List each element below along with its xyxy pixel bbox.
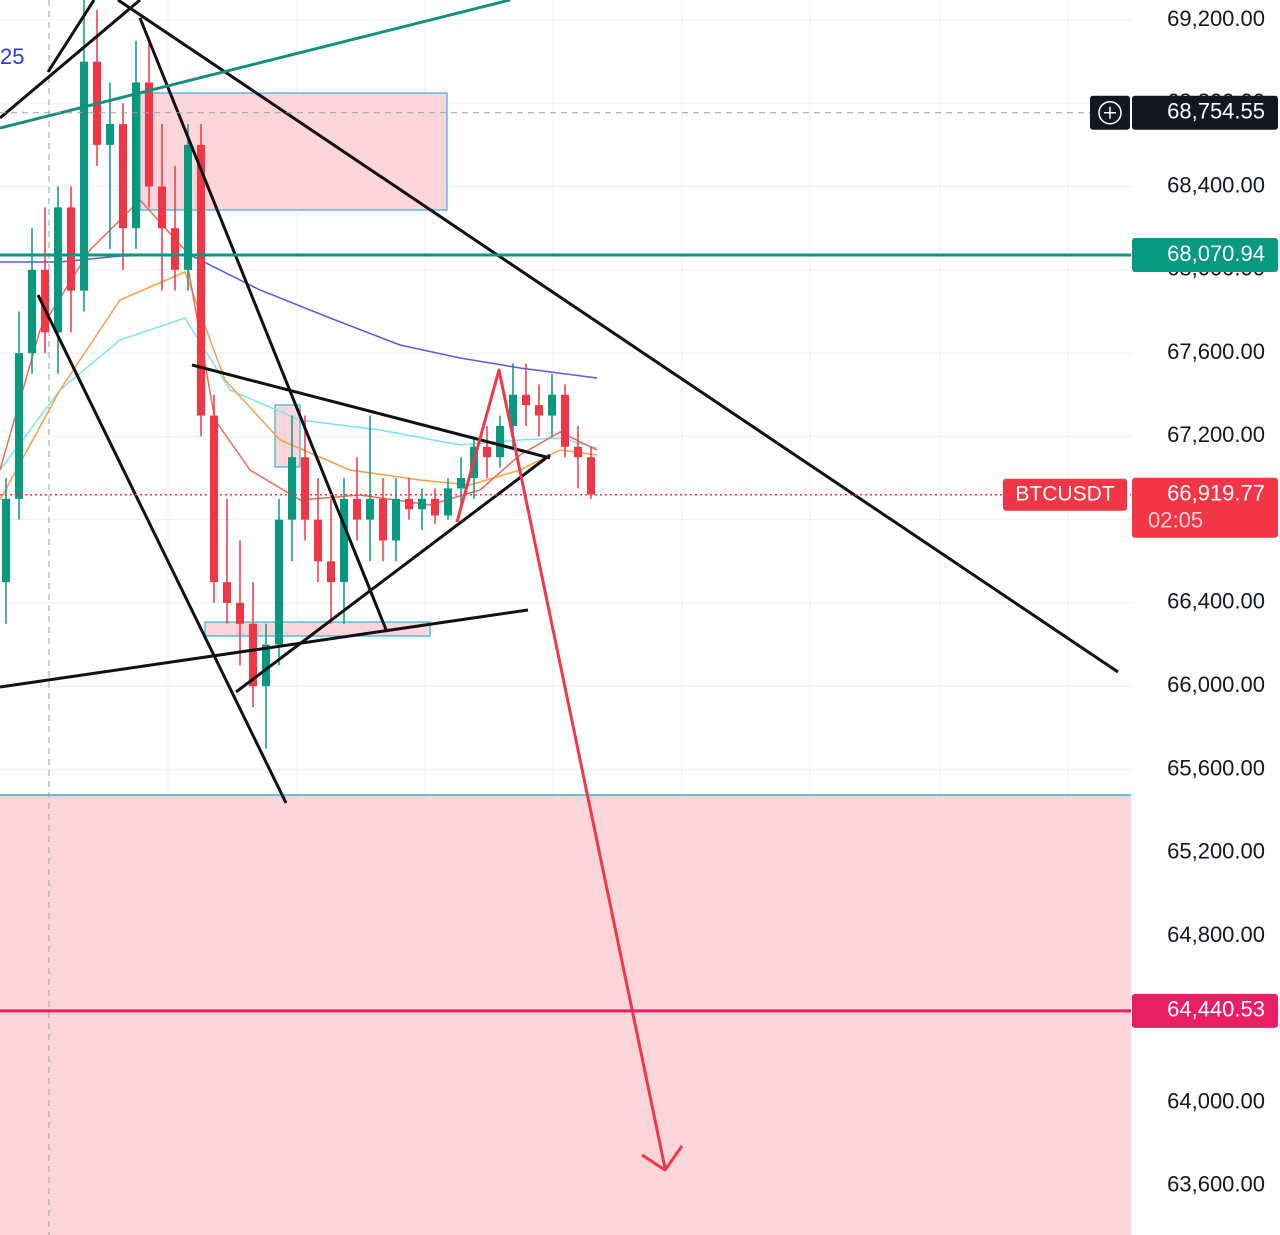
candle-body [366,498,374,520]
candle-body [119,124,127,229]
candle-body [54,207,62,333]
candle-body [457,478,465,489]
plus-icon [1098,100,1122,125]
symbol-label: BTCUSDT [1015,482,1114,505]
candle-body [2,498,10,583]
candle-body [392,498,400,541]
candle-body [496,425,504,458]
candle-body [171,228,179,270]
y-tick-label: 68,400.00 [1167,172,1265,197]
candle-body [15,353,23,499]
candle-body [210,415,218,583]
candle-body [132,82,140,229]
candle-body [379,498,387,541]
target-zone [0,795,1131,1235]
price-badge [1132,993,1278,1028]
y-tick-label: 69,200.00 [1167,6,1265,31]
price-label: 68,070.94 [1167,241,1265,266]
projection-arrow [455,368,684,1172]
candle-body [535,405,543,416]
trendlines [0,0,1119,804]
candle-body [301,457,309,520]
y-tick-label: 67,600.00 [1167,339,1265,364]
candle-body [587,457,595,495]
candle-body [574,446,582,458]
candle-body [262,644,270,687]
plus-icon [1104,106,1116,119]
candle-body [288,457,296,520]
candle-body [561,394,569,447]
price-label: 64,440.53 [1167,997,1265,1022]
price-badge [1132,95,1278,130]
candle-body [327,561,335,583]
symbol-badge [1003,478,1127,511]
candle-body [223,582,231,603]
candle-body [275,519,283,645]
y-tick-label: 65,600.00 [1167,755,1265,780]
candle-body [106,124,114,145]
moving-averages [0,198,598,506]
candle-body [483,446,491,458]
candle-body [197,144,205,416]
candle-body [314,519,322,562]
candle-body [418,498,426,510]
price-badge [1132,477,1278,538]
candle-body [41,269,49,333]
candle-body [340,498,348,583]
candle-body [405,498,413,510]
candle-body [509,394,517,426]
candle-body [145,82,153,187]
annotation: 25 [0,44,24,69]
y-tick-label: 64,800.00 [1167,922,1265,947]
candle-body [184,144,192,270]
candle-body [158,186,166,229]
candle-body [431,498,439,516]
candle-body [548,394,556,416]
y-tick-label: 63,600.00 [1167,1172,1265,1197]
y-tick-label: 64,000.00 [1167,1088,1265,1113]
y-tick-label: 66,400.00 [1167,589,1265,614]
countdown: 02:05 [1148,508,1203,533]
y-tick-label: 67,200.00 [1167,422,1265,447]
green-trendline [0,0,511,130]
candle-body [444,488,452,516]
candle-body [353,498,361,520]
y-tick-label: 65,200.00 [1167,839,1265,864]
price-label: 68,754.55 [1167,99,1265,124]
candle-body [522,394,530,406]
y-tick-label: 66,000.00 [1167,672,1265,697]
price-label: 66,919.77 [1167,481,1265,506]
candle-body [236,602,244,624]
candle-body [28,269,36,354]
candle-body [67,207,75,291]
candle-body [249,623,257,687]
candle-body [80,61,88,291]
price-badge [1132,238,1278,273]
